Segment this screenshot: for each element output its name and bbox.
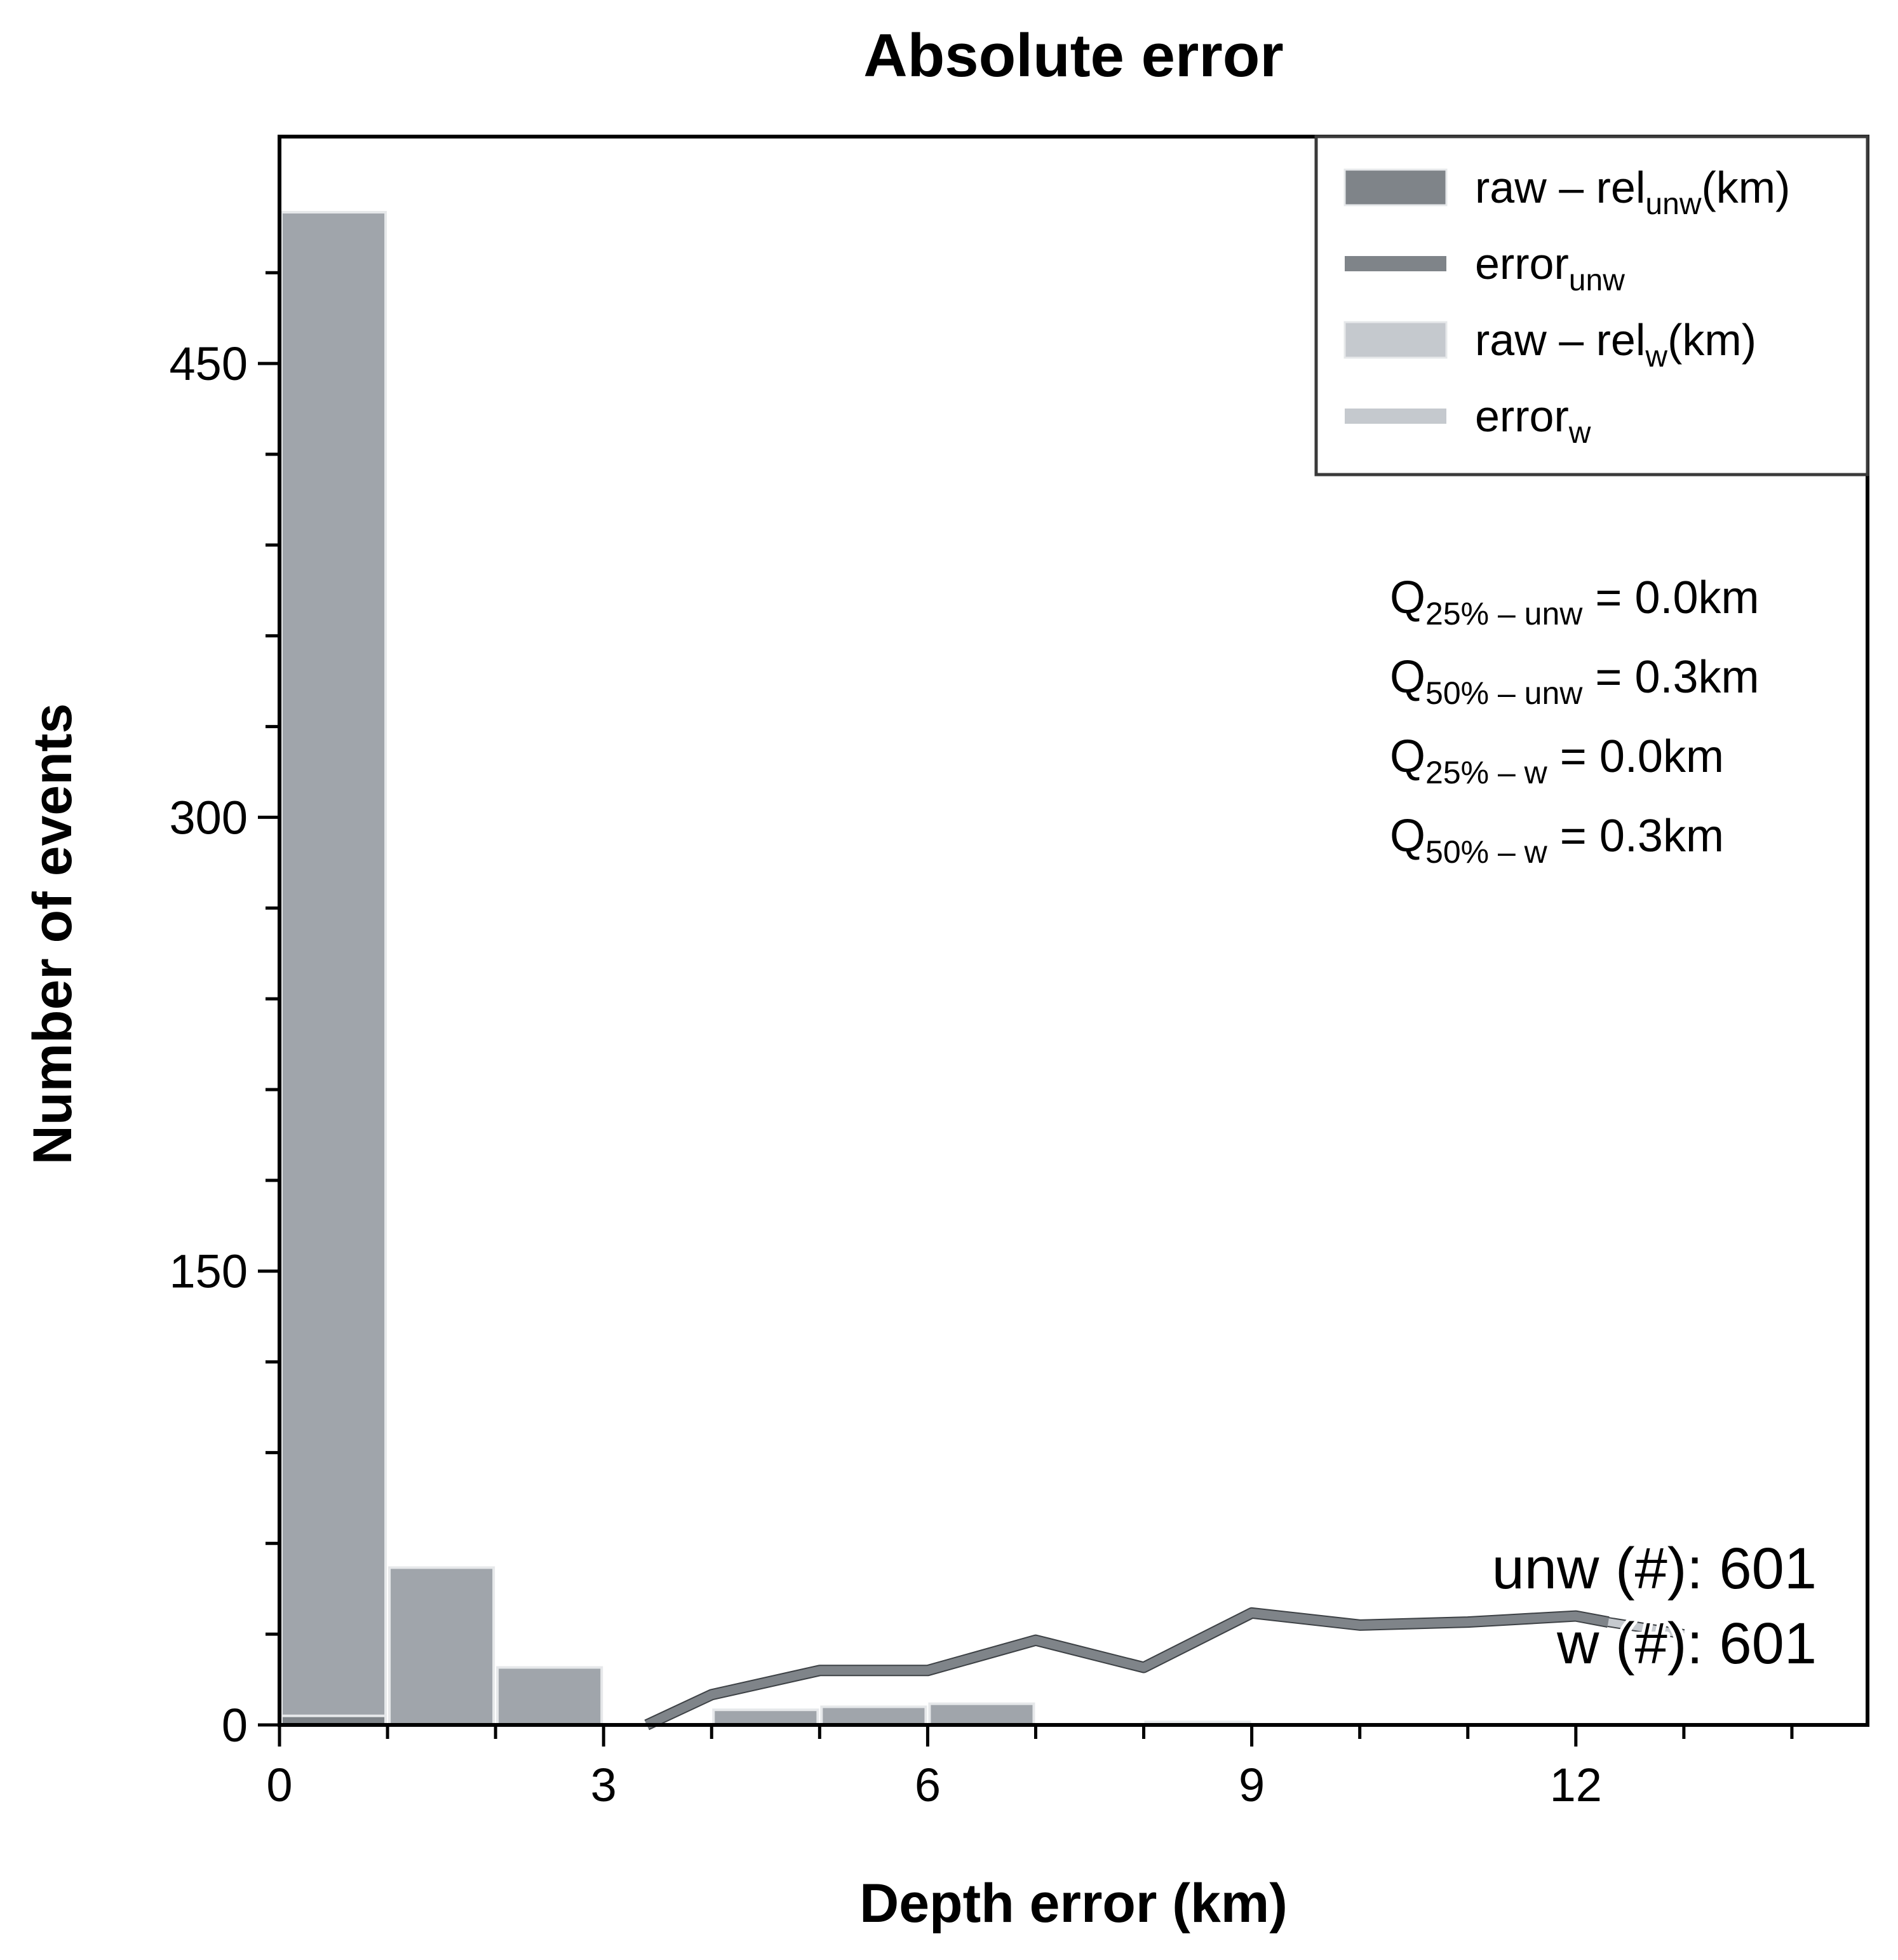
y-axis-label: Number of events <box>22 703 83 1165</box>
y-tick-label: 300 <box>170 791 248 844</box>
legend-label-suffix: (km) <box>1667 315 1756 365</box>
y-tick-label: 150 <box>170 1245 248 1298</box>
count-unw: unw (#): 601 <box>1492 1536 1817 1601</box>
x-axis-label: Depth error (km) <box>859 1873 1288 1934</box>
bar-w-0 <box>280 211 387 1726</box>
legend-label-sub: w <box>1645 340 1667 374</box>
quantile-subscript: 25% – w <box>1425 755 1548 790</box>
quantile-subscript: 50% – unw <box>1425 675 1583 711</box>
legend-label-suffix: (km) <box>1701 163 1790 212</box>
legend-label: errorw <box>1475 391 1591 450</box>
bar-w-5 <box>820 1705 927 1726</box>
legend-label-sub: unw <box>1569 264 1625 297</box>
quantile-symbol: Q <box>1390 652 1425 703</box>
legend-label-main: raw – rel <box>1475 163 1645 212</box>
quantile-annotation: Q50% – unw = 0.3km <box>1390 652 1760 711</box>
legend-label-main: error <box>1475 391 1569 441</box>
line-error-unw-outline <box>644 1607 1610 1731</box>
bar-w-1 <box>388 1566 495 1726</box>
legend-swatch <box>1343 321 1448 359</box>
legend-label-main: error <box>1475 239 1569 288</box>
legend-label-main: raw – rel <box>1475 315 1645 365</box>
legend-label: errorunw <box>1475 239 1625 297</box>
y-tick-label: 0 <box>222 1699 248 1752</box>
bar-w-6 <box>928 1702 1035 1727</box>
chart-title: Absolute error <box>863 22 1283 90</box>
quantile-value: = 0.0km <box>1547 731 1724 782</box>
quantile-subscript: 50% – w <box>1425 834 1548 870</box>
x-tick-label: 0 <box>266 1759 292 1811</box>
x-tick-label: 9 <box>1239 1759 1265 1811</box>
quantile-annotation: Q25% – w = 0.0km <box>1390 731 1724 790</box>
quantile-annotation: Q25% – unw = 0.0km <box>1390 572 1760 632</box>
legend-label: raw – relw(km) <box>1475 315 1756 374</box>
x-tick-label: 12 <box>1550 1759 1602 1811</box>
line-error-w <box>1607 1618 1685 1639</box>
plot-frame <box>278 135 1869 1727</box>
quantile-subscript: 25% – unw <box>1425 596 1583 632</box>
x-tick-label: 6 <box>915 1759 941 1811</box>
quantile-value: = 0.3km <box>1582 652 1759 703</box>
count-w: w (#): 601 <box>1556 1611 1817 1676</box>
quantile-annotation: Q50% – w = 0.3km <box>1390 811 1724 870</box>
quantile-value: = 0.0km <box>1582 572 1759 623</box>
quantile-symbol: Q <box>1390 811 1425 862</box>
legend-swatch <box>1343 168 1448 206</box>
line-error-unw <box>645 1608 1610 1729</box>
quantile-symbol: Q <box>1390 731 1425 782</box>
y-tick-label: 450 <box>170 337 248 390</box>
legend-label-sub: unw <box>1645 187 1701 221</box>
quantile-symbol: Q <box>1390 572 1425 623</box>
bar-w-4 <box>712 1708 819 1726</box>
legend-label-sub: w <box>1568 416 1591 450</box>
x-tick-label: 3 <box>591 1759 617 1811</box>
bar-w-2 <box>496 1666 603 1727</box>
quantile-value: = 0.3km <box>1547 811 1724 862</box>
legend-label: raw – relunw(km) <box>1475 163 1790 221</box>
